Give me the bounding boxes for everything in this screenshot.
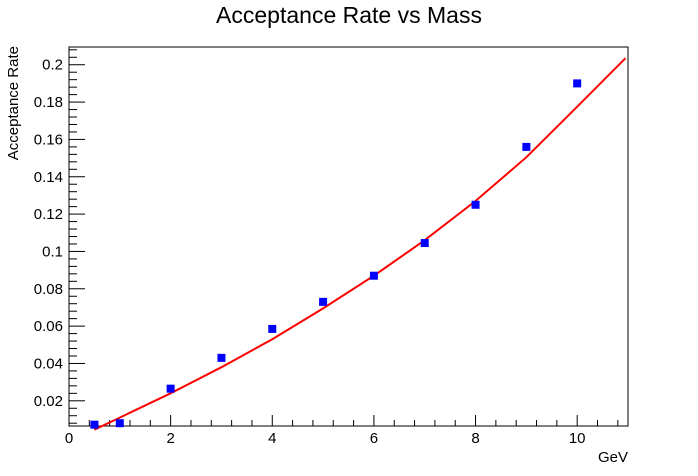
y-axis-ticks: 0.02 0.04 0.06 0.08 0.1 0.12 0.14 0.16 0.18 0.2 <box>34 49 85 424</box>
plot-frame <box>68 46 629 427</box>
data-point <box>471 200 480 209</box>
y-tick-label: 0.1 <box>42 243 63 260</box>
data-point <box>573 79 582 88</box>
data-point <box>115 419 124 428</box>
fit-line <box>93 57 627 431</box>
y-tick-label: 0.2 <box>42 57 63 74</box>
x-tick-label: 10 <box>569 430 586 447</box>
y-tick-label: 0.04 <box>34 355 63 372</box>
data-point <box>420 239 429 248</box>
data-point <box>268 324 277 333</box>
x-tick-label: 6 <box>370 430 378 447</box>
x-tick-label: 0 <box>65 430 73 447</box>
y-axis-label: Acceptance Rate <box>5 46 22 160</box>
data-point <box>217 353 226 362</box>
y-tick-label: 0.06 <box>34 318 63 335</box>
x-axis-label: GeV <box>598 449 628 466</box>
series-layer <box>90 57 627 431</box>
y-tick-label: 0.02 <box>34 393 63 410</box>
x-tick-label: 2 <box>166 430 174 447</box>
y-tick-label: 0.12 <box>34 206 63 223</box>
x-tick-label: 8 <box>471 430 479 447</box>
data-point <box>369 271 378 280</box>
data-point <box>166 384 175 393</box>
y-tick-label: 0.08 <box>34 281 63 298</box>
data-point <box>90 420 99 429</box>
data-point <box>522 142 531 151</box>
chart-title: Acceptance Rate vs Mass <box>216 2 482 28</box>
y-tick-label: 0.18 <box>34 94 63 111</box>
y-tick-label: 0.14 <box>34 169 63 186</box>
x-tick-label: 4 <box>268 430 276 447</box>
x-axis-ticks: 0 2 4 6 8 10 <box>65 415 619 447</box>
data-point <box>319 297 328 306</box>
y-tick-label: 0.16 <box>34 131 63 148</box>
